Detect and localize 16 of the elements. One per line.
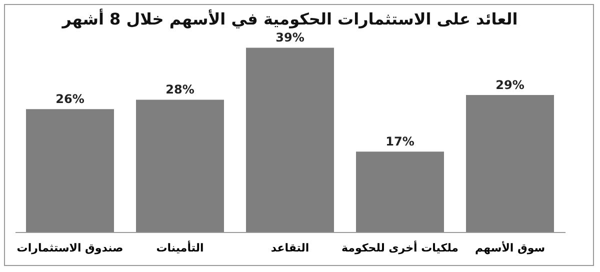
data-label: 39% bbox=[276, 30, 304, 45]
bar bbox=[136, 100, 224, 232]
bar bbox=[356, 152, 444, 232]
x-tick-label: التقاعد bbox=[270, 242, 310, 254]
x-tick-label: ملكيات أخرى للحكومة bbox=[342, 240, 458, 254]
bar bbox=[466, 94, 554, 232]
bar bbox=[26, 109, 114, 232]
bar bbox=[246, 48, 334, 232]
data-label: 26% bbox=[56, 92, 84, 106]
x-tick-label: سوق الأسهم bbox=[474, 240, 546, 254]
data-label: 29% bbox=[496, 78, 524, 92]
data-label: 17% bbox=[386, 134, 414, 149]
data-label: 28% bbox=[166, 82, 194, 97]
x-tick-label: صندوق الاستثمارات bbox=[16, 242, 124, 254]
chart-title: العائد على الاستثمارات الحكومية في الأسهم خلال 8 أشهر bbox=[61, 8, 518, 29]
x-tick-label: التأمينات bbox=[156, 240, 204, 254]
